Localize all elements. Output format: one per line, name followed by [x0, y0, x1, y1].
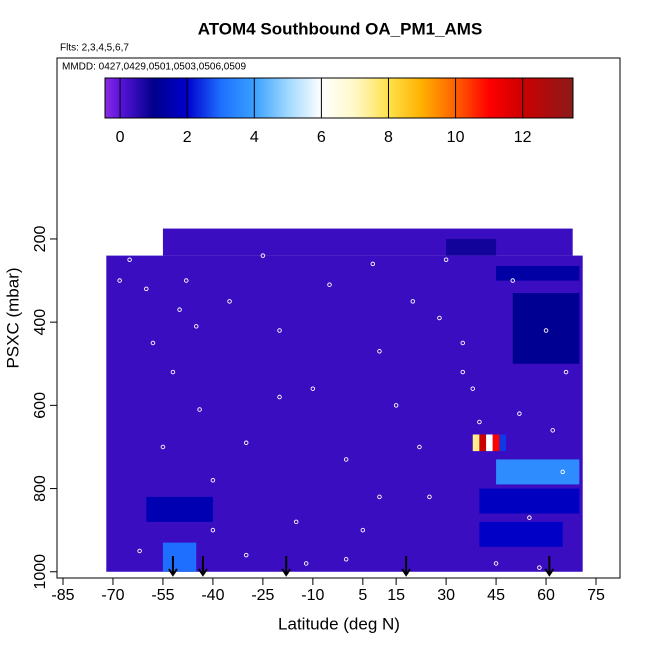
x-tick-label: 75 — [587, 587, 605, 604]
colorbar-tick-label: 10 — [447, 129, 465, 146]
sample-point — [150, 340, 156, 346]
sample-point — [410, 299, 416, 304]
y-tick-label: 200 — [32, 226, 49, 253]
heatmap-cell — [479, 434, 487, 452]
sample-point — [427, 494, 432, 500]
sample-point — [144, 286, 149, 292]
sample-point — [184, 278, 189, 283]
sample-point — [550, 428, 555, 433]
sample-point — [493, 561, 499, 566]
x-tick-label: 5 — [358, 587, 367, 604]
sample-point — [377, 349, 382, 354]
sample-point — [260, 253, 266, 258]
heatmap-cell — [446, 238, 497, 256]
sample-point — [160, 444, 166, 450]
heatmap-cell — [162, 542, 197, 572]
heatmap-cell — [492, 434, 500, 452]
colorbar-tick-label: 6 — [317, 129, 326, 146]
colorbar-tick-label: 0 — [116, 129, 125, 146]
sample-point — [393, 403, 399, 408]
sample-point — [360, 527, 366, 533]
arrow — [168, 556, 178, 577]
arrow — [198, 556, 208, 577]
colorbar-tick-label: 12 — [514, 129, 532, 146]
sample-point — [560, 469, 565, 475]
heatmap-cell — [472, 434, 480, 452]
heatmap-cell — [496, 459, 580, 485]
sample-point — [327, 282, 332, 287]
x-tick-label: -70 — [101, 587, 124, 604]
x-tick-label: -25 — [251, 587, 274, 604]
sample-point — [277, 328, 282, 333]
sample-point — [437, 315, 442, 321]
sample-point — [310, 386, 316, 391]
x-tick-label: -10 — [301, 587, 324, 604]
plot-frame — [56, 57, 621, 579]
colorbar-tick-label: 2 — [183, 129, 192, 146]
x-tick-label: -85 — [51, 587, 74, 604]
x-tick-label: 15 — [387, 587, 405, 604]
heatmap-cell — [162, 228, 573, 256]
sample-point — [303, 561, 309, 566]
heatmap-cell — [496, 266, 580, 281]
heatmap-cell — [146, 496, 213, 522]
sample-point — [197, 407, 202, 412]
x-tick-label: 30 — [437, 587, 455, 604]
x-tick-label: -40 — [201, 587, 224, 604]
sample-point — [194, 324, 199, 329]
y-tick-label: 800 — [32, 475, 49, 502]
sample-point — [460, 340, 466, 346]
sample-point — [293, 519, 299, 525]
sample-point — [117, 278, 122, 283]
sample-point — [377, 494, 382, 500]
x-axis-label: Latitude (deg N) — [278, 614, 400, 633]
sample-point — [343, 457, 349, 462]
x-tick-label: -55 — [151, 587, 174, 604]
chart-title: ATOM4 Southbound OA_PM1_AMS — [198, 19, 483, 38]
sample-point — [170, 369, 176, 375]
sample-point — [477, 419, 482, 425]
sample-point — [470, 386, 476, 391]
sample-point — [543, 328, 549, 333]
y-tick-label: 400 — [32, 309, 49, 336]
sample-point — [343, 557, 349, 562]
sample-point — [227, 299, 232, 304]
colorbar-tick-label: 8 — [384, 129, 393, 146]
sample-point — [510, 278, 515, 283]
sample-point — [527, 515, 532, 520]
sample-point — [370, 261, 376, 267]
sample-point — [127, 257, 132, 263]
sample-point — [563, 369, 569, 375]
y-tick-label: 1000 — [32, 554, 49, 590]
colorbar — [104, 77, 574, 119]
sample-point — [210, 477, 216, 483]
x-tick-label: 60 — [537, 587, 555, 604]
arrow — [544, 556, 555, 577]
heatmap-cell — [479, 521, 563, 547]
arrow — [281, 556, 292, 577]
sample-point — [443, 257, 449, 263]
sample-point — [517, 411, 522, 416]
colorbar-tick-label: 4 — [250, 129, 259, 146]
annotation: MMDD: 0427,0429,0501,0503,0506,0509 — [62, 62, 246, 73]
heatmap-cell — [486, 434, 493, 452]
heatmap-cell — [479, 488, 580, 514]
y-axis-label: PSXC (mbar) — [3, 267, 22, 368]
sample-point — [243, 440, 249, 446]
subtitle: Flts: 2,3,4,5,6,7 — [60, 43, 129, 54]
sample-point — [417, 444, 422, 450]
sample-point — [537, 565, 542, 570]
sample-point — [177, 307, 182, 312]
arrow — [401, 556, 411, 577]
sample-point — [243, 552, 249, 558]
sample-point — [277, 394, 282, 400]
y-tick-label: 600 — [32, 392, 49, 419]
sample-point — [210, 527, 216, 533]
x-tick-label: 45 — [487, 587, 505, 604]
sample-point — [460, 369, 466, 375]
heatmap-cell — [499, 434, 507, 452]
sample-point — [137, 548, 142, 554]
